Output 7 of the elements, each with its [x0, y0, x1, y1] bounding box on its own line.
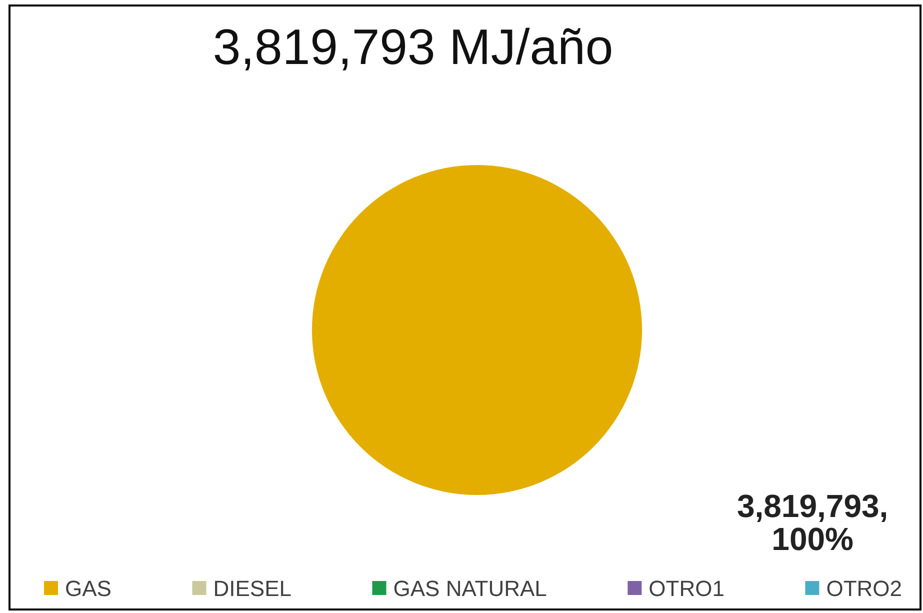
legend-label: GAS — [65, 576, 112, 601]
legend-label: OTRO2 — [826, 576, 902, 601]
chart-title: 3,819,793 MJ/año — [212, 19, 614, 75]
data-label: 3,819,793, 100% — [736, 488, 888, 558]
legend-label: GAS NATURAL — [393, 576, 547, 601]
legend-label: DIESEL — [213, 576, 292, 601]
legend-label: OTRO1 — [648, 576, 724, 601]
